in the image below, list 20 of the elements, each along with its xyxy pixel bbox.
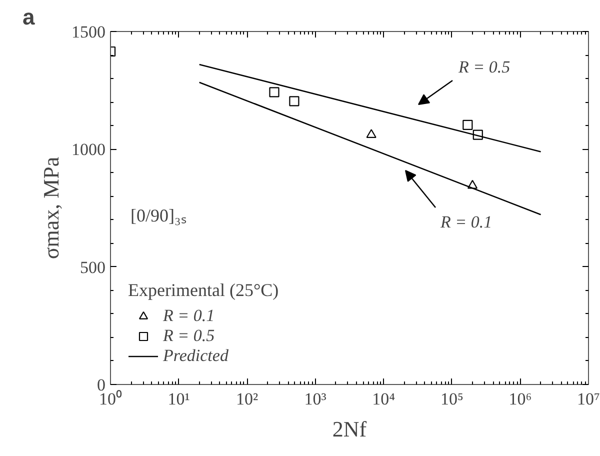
legend-label: R = 0.1 — [163, 306, 215, 326]
annotation: R = 0.5 — [458, 58, 510, 76]
y-tick-label: 1000 — [72, 140, 106, 160]
x-tick-label: 10⁶ — [508, 390, 532, 408]
x-tick-label: 10¹ — [168, 390, 190, 408]
x-tick-label: 10³ — [304, 390, 326, 408]
legend-label: R = 0.5 — [163, 326, 215, 346]
y-tick-label: 500 — [80, 258, 106, 277]
y-tick-label: 1500 — [72, 22, 106, 42]
x-tick-label: 10⁷ — [577, 390, 600, 408]
legend-label: Predicted — [163, 346, 228, 366]
y-axis-title: σmax, MPa — [38, 156, 64, 260]
x-tick-label: 10⁵ — [440, 390, 464, 408]
annotation: [0/90]₃ₛ — [130, 206, 187, 226]
x-tick-label: 10² — [236, 390, 258, 408]
text: a — [22, 4, 36, 30]
x-tick-label: 10⁴ — [372, 390, 396, 408]
x-axis-title: 2Nf — [332, 416, 368, 442]
annotation: R = 0.1 — [440, 212, 492, 232]
legend-title: Experimental (25°C) — [128, 280, 279, 301]
